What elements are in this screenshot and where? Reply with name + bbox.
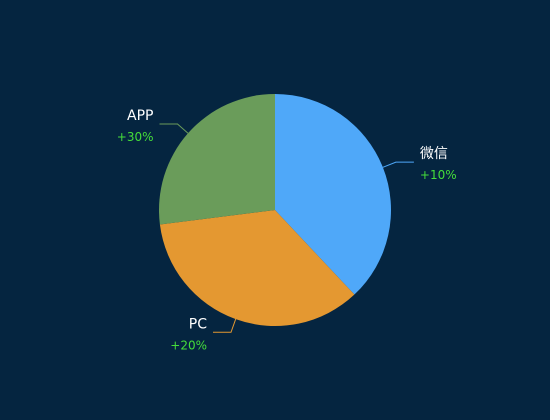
slice-change-item-0: +10% (420, 168, 457, 182)
leader-line-pc (213, 318, 237, 333)
leader-lines (159, 123, 414, 333)
slice-change-app: +30% (117, 130, 154, 144)
leader-line-item-0 (382, 161, 414, 168)
slice-label-app: APP (127, 108, 153, 124)
leader-line-app (159, 123, 189, 134)
pie-slices (158, 94, 392, 327)
slice-change-pc: +20% (170, 338, 207, 352)
slice-label-pc: PC (189, 316, 207, 332)
slice-label-item-0: 微信 (420, 146, 448, 162)
pie-slice-item-0[interactable] (275, 94, 392, 295)
pie-slice-pc[interactable] (159, 210, 355, 327)
pie-slice-app[interactable] (158, 94, 275, 225)
slice-labels: 微信 +10% PC +20% APP +30% (117, 108, 457, 352)
